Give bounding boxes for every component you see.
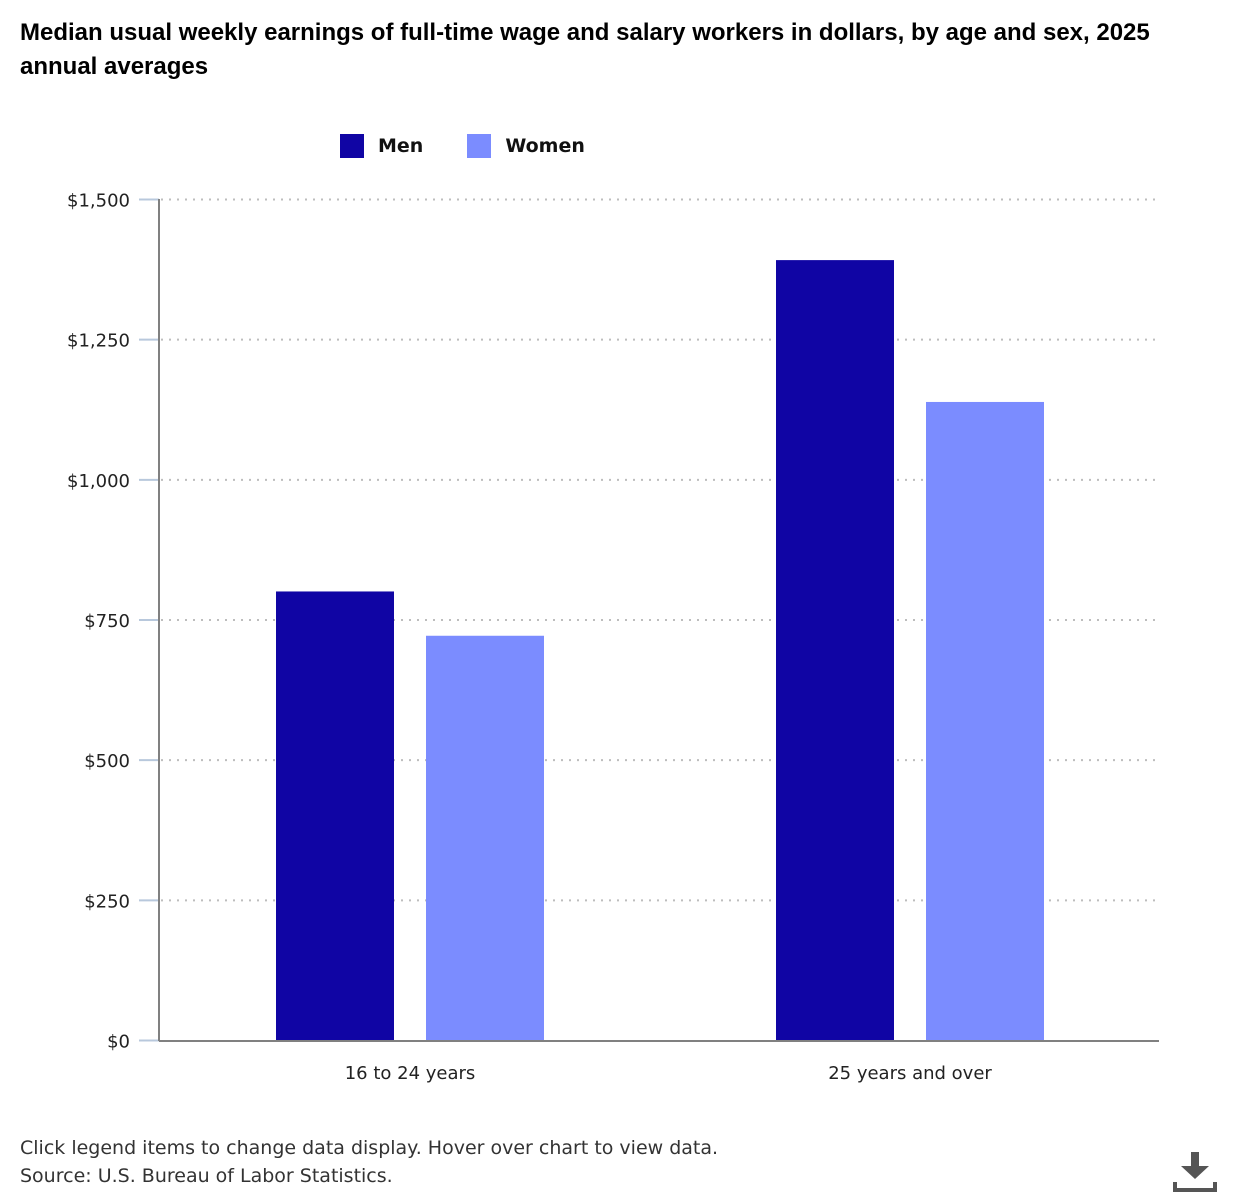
bar-women-2[interactable]: Women, 25 years and over: $1,138: [926, 401, 1044, 1041]
bar-men-1[interactable]: Men, 16 to 24 years: $800: [276, 591, 394, 1040]
legend-swatch-women: [467, 134, 492, 158]
x-tick-label: 25 years and over: [828, 1063, 992, 1084]
bar-women-1[interactable]: Women, 16 to 24 years: $721: [426, 635, 544, 1040]
y-tick-label: $1,250: [67, 331, 130, 352]
legend: Men Women: [340, 134, 629, 158]
y-tick-label: $0: [107, 1032, 130, 1053]
footer-source: Source: U.S. Bureau of Labor Statistics.: [20, 1165, 393, 1187]
legend-label-men: Men: [378, 135, 424, 157]
bar-men-2[interactable]: Men, 25 years and over: $1,391: [776, 260, 894, 1040]
y-tick-label: $1,000: [67, 471, 130, 492]
legend-item-men[interactable]: Men: [340, 134, 423, 158]
x-axis-labels: 16 to 24 years 25 years and over: [345, 1063, 993, 1084]
chart-footer: Click legend items to change data displa…: [20, 1134, 718, 1190]
y-tick-label: $1,500: [67, 191, 130, 212]
y-tick-label: $750: [84, 611, 130, 632]
chart-title: Median usual weekly earnings of full-tim…: [20, 19, 1150, 80]
footer-note: Click legend items to change data displa…: [20, 1137, 719, 1159]
y-tick-label: $500: [84, 751, 130, 772]
download-icon[interactable]: [1172, 1150, 1218, 1194]
legend-item-women[interactable]: Women: [467, 134, 585, 158]
y-tick-label: $250: [84, 891, 130, 912]
x-tick-label: 16 to 24 years: [345, 1063, 476, 1084]
legend-swatch-men: [340, 134, 364, 158]
y-axis-ticks: $0 $250 $500 $750 $1,000 $1,250 $1,500: [67, 191, 159, 1053]
legend-label-women: Women: [505, 135, 585, 157]
chart-area[interactable]: $0 $250 $500 $750 $1,000 $1,250 $1,500 Men, 16…: [0, 0, 1240, 1120]
bars: Men, 16 to 24 years: $800 Women, 16 to 24…: [276, 260, 1044, 1041]
